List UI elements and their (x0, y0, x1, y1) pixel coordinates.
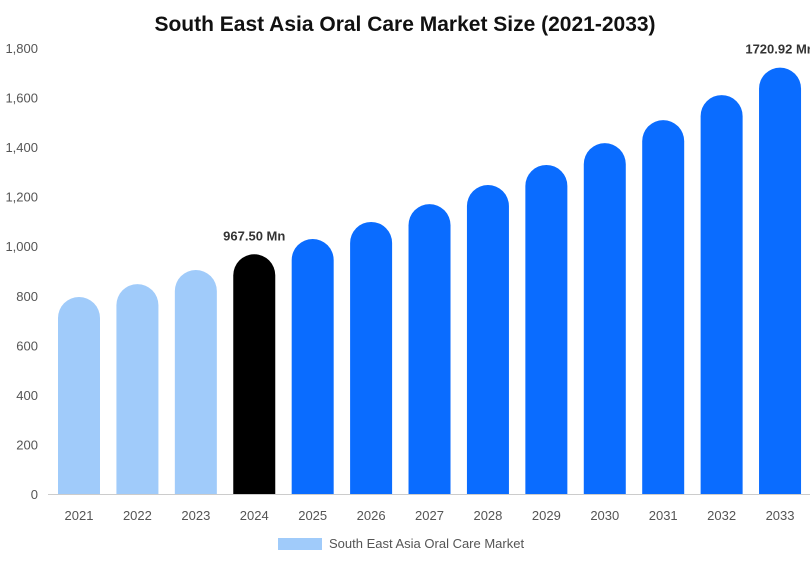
bar-2026 (350, 221, 393, 495)
legend-swatch (278, 538, 322, 550)
data-label: 1720.92 Mn (745, 42, 810, 57)
x-tick-label: 2026 (357, 508, 386, 523)
x-tick-label: 2029 (532, 508, 561, 523)
bar-2021 (58, 297, 100, 494)
x-tick-label: 2023 (181, 508, 210, 523)
y-tick-label: 1,800 (5, 41, 38, 56)
bar-2022 (116, 284, 159, 494)
x-tick-label: 2032 (707, 508, 736, 523)
x-tick-label: 2028 (473, 508, 502, 523)
bar-2025 (291, 239, 334, 494)
legend-label: South East Asia Oral Care Market (329, 536, 524, 551)
bar-2032 (700, 95, 743, 495)
y-tick-label: 800 (16, 289, 38, 304)
bar-2030 (583, 143, 626, 494)
x-tick-label: 2030 (590, 508, 619, 523)
y-tick-label: 200 (16, 437, 38, 452)
y-tick-label: 1,600 (5, 91, 38, 106)
y-tick-label: 400 (16, 388, 38, 403)
x-tick-label: 2031 (649, 508, 678, 523)
bar-2031 (642, 120, 685, 495)
y-tick-label: 1,000 (5, 239, 38, 254)
bar-2033 (759, 67, 802, 494)
x-tick-label: 2024 (240, 508, 269, 523)
y-tick-label: 1,400 (5, 140, 38, 155)
bar-2024 (233, 254, 276, 494)
y-tick-label: 600 (16, 338, 38, 353)
bar-2023 (174, 270, 217, 494)
x-tick-label: 2025 (298, 508, 327, 523)
x-tick-label: 2021 (65, 508, 94, 523)
x-tick-label: 2033 (766, 508, 795, 523)
bar-2029 (525, 164, 568, 494)
legend: South East Asia Oral Care Market (278, 536, 524, 551)
y-tick-label: 1,200 (5, 190, 38, 205)
chart-title: South East Asia Oral Care Market Size (2… (154, 13, 655, 36)
x-tick-label: 2027 (415, 508, 444, 523)
x-tick-label: 2022 (123, 508, 152, 523)
bar-2027 (408, 204, 451, 494)
bar-2028 (466, 185, 509, 494)
y-tick-label: 0 (31, 487, 38, 502)
data-label: 967.50 Mn (223, 228, 285, 243)
